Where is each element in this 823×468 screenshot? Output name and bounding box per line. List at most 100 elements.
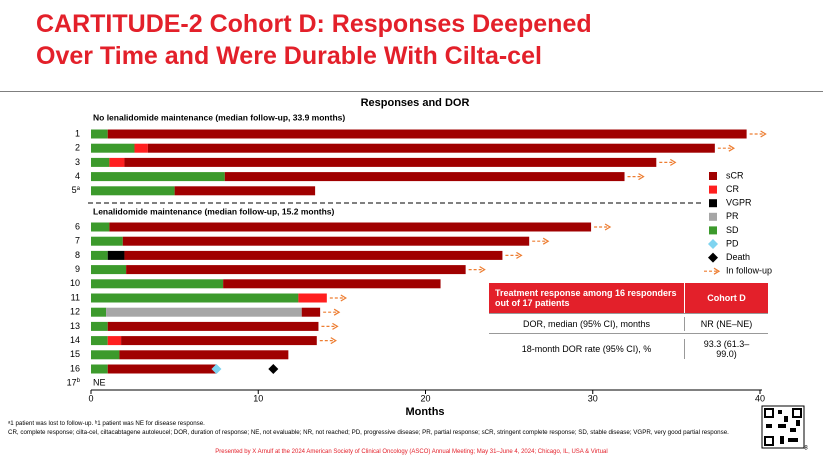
response-segment — [91, 222, 110, 232]
response-segment — [107, 129, 747, 139]
legend-swatch — [709, 199, 717, 208]
response-segment — [126, 265, 466, 275]
patient-label: 15 — [70, 349, 80, 359]
follow-up-arrowhead — [332, 322, 339, 330]
follow-up-arrowhead — [728, 144, 736, 152]
response-segment — [91, 250, 108, 260]
table-row: DOR, median (95% CI), months NR (NE–NE) — [489, 314, 768, 334]
legend-label: sCR — [726, 170, 744, 180]
patient-label: 17b — [67, 378, 81, 388]
patient-status: NE — [93, 378, 106, 388]
response-segment — [224, 172, 625, 182]
title-line: Over Time and Were Durable With Cilta-ce… — [36, 42, 542, 70]
x-axis-label: Months — [405, 406, 444, 418]
response-segment — [107, 336, 122, 346]
response-segment — [107, 321, 319, 331]
legend-label: PD — [726, 238, 739, 248]
legend-label: In follow-up — [726, 266, 772, 276]
group-label: No lenalidomide maintenance (median foll… — [93, 112, 345, 122]
patient-label: 6 — [75, 221, 80, 231]
response-segment — [121, 336, 317, 346]
table-cell: 93.3 (61.3–99.0) — [684, 339, 768, 359]
table-header-cell: Cohort D — [684, 283, 768, 313]
legend-swatch — [708, 239, 718, 249]
x-tick-label: 20 — [420, 393, 430, 403]
response-segment — [91, 129, 108, 139]
patient-label: 14 — [70, 335, 80, 345]
patient-label: 9 — [75, 264, 80, 274]
patient-label: 5a — [72, 185, 81, 195]
table-row: 18-month DOR rate (95% CI), % 93.3 (61.3… — [489, 334, 768, 364]
follow-up-arrowhead — [638, 173, 645, 181]
death-marker — [268, 364, 279, 374]
footnote: CR, complete response; cilta-cel, ciltac… — [8, 429, 729, 436]
response-segment — [174, 186, 316, 196]
patient-label: 4 — [75, 171, 80, 181]
patient-label: 12 — [70, 307, 80, 317]
response-segment — [298, 293, 327, 303]
response-segment — [91, 172, 225, 182]
x-tick-label: 40 — [755, 393, 765, 403]
response-segment — [124, 250, 503, 260]
table-header: Treatment response among 16 responders o… — [489, 283, 768, 314]
response-segment — [91, 265, 127, 275]
response-segment — [91, 336, 108, 346]
legend-swatch — [709, 172, 717, 180]
follow-up-arrowhead — [669, 158, 677, 166]
table-cell: DOR, median (95% CI), months — [522, 318, 651, 329]
response-segment — [109, 222, 592, 232]
response-segment — [91, 321, 108, 331]
group-label: Lenalidomide maintenance (median follow-… — [93, 206, 335, 216]
response-segment — [91, 157, 110, 167]
x-tick-label: 0 — [88, 393, 93, 403]
response-segment — [106, 307, 302, 317]
response-segment — [91, 279, 224, 289]
legend-swatch — [708, 252, 718, 263]
response-segment — [91, 236, 123, 246]
follow-up-arrowhead — [516, 251, 523, 259]
follow-up-arrowhead — [330, 337, 337, 345]
response-segment — [107, 250, 125, 260]
response-segment — [124, 157, 657, 167]
follow-up-arrowhead — [604, 223, 612, 231]
legend-swatch — [713, 267, 721, 275]
response-segment — [109, 157, 125, 167]
follow-up-arrowhead — [760, 130, 767, 138]
legend-label: Death — [726, 252, 750, 262]
legend-label: PR — [726, 211, 739, 221]
response-segment — [119, 350, 289, 360]
footnote: ᵃ1 patient was lost to follow-up. ᵇ1 pat… — [8, 420, 205, 427]
divider — [0, 91, 823, 92]
summary-table: Treatment response among 16 responders o… — [489, 283, 768, 364]
patient-label: 1 — [75, 128, 80, 138]
qr-code — [761, 405, 805, 449]
response-segment — [122, 236, 530, 246]
response-segment — [301, 307, 321, 317]
legend-label: VGPR — [726, 198, 752, 208]
response-segment — [91, 350, 120, 360]
x-tick-label: 10 — [253, 393, 263, 403]
pd-marker — [211, 364, 222, 374]
chart-title: Responses and DOR — [361, 97, 470, 109]
response-segment — [223, 279, 441, 289]
response-segment — [147, 143, 715, 153]
patient-label: 2 — [75, 143, 80, 153]
legend-swatch — [709, 185, 717, 194]
response-segment — [91, 293, 299, 303]
response-segment — [91, 143, 135, 153]
title-line: CARTITUDE-2 Cohort D: Responses Deepened — [36, 10, 592, 38]
footer: Presented by X Arnulf at the 2024 Americ… — [215, 449, 608, 455]
legend-label: CR — [726, 184, 739, 194]
follow-up-arrowhead — [479, 266, 486, 274]
response-segment — [91, 186, 175, 196]
table-header-cell: Treatment response among 16 responders o… — [495, 288, 677, 308]
follow-up-arrowhead — [542, 237, 550, 245]
response-segment — [107, 364, 217, 374]
legend-label: SD — [726, 225, 739, 235]
legend-swatch — [709, 226, 717, 235]
table-cell: NR (NE–NE) — [684, 316, 768, 331]
patient-label: 11 — [71, 292, 80, 302]
follow-up-arrowhead — [333, 308, 341, 316]
